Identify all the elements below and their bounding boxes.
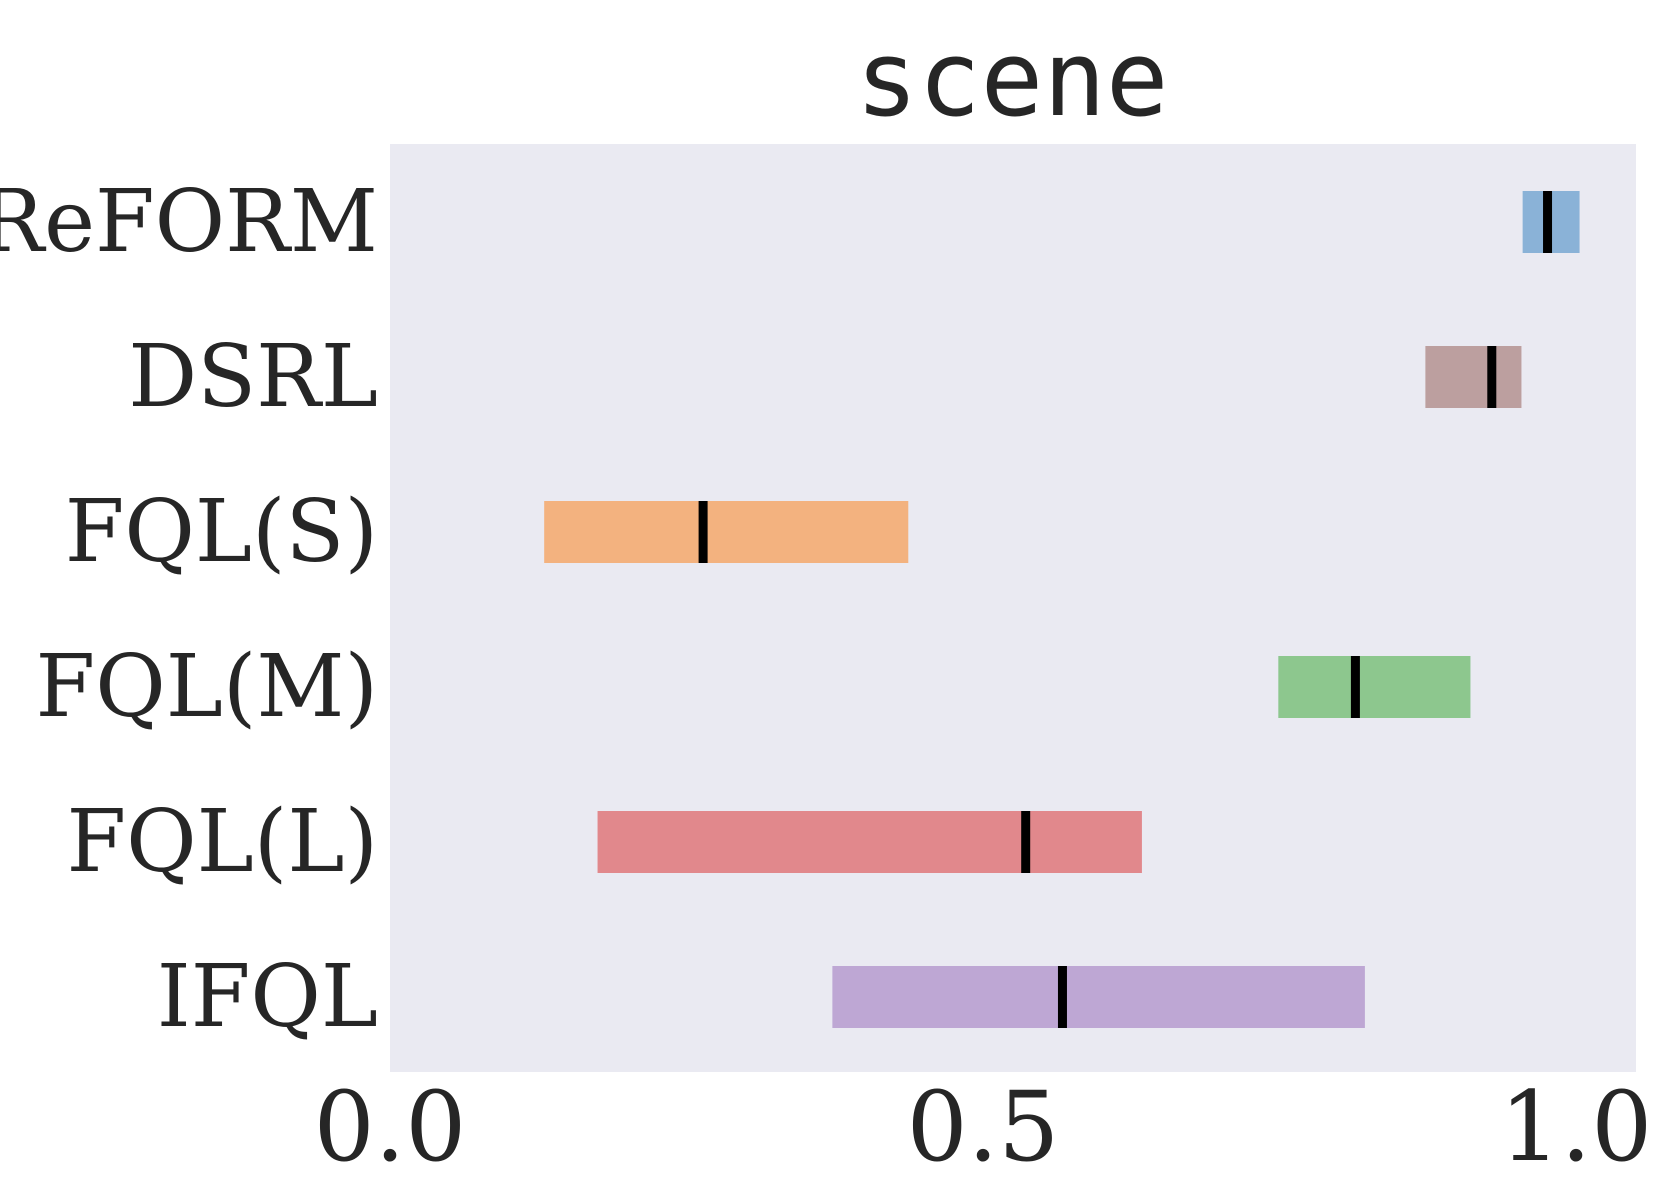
median-marker-dsrl: [1487, 346, 1497, 408]
category-label-fql-s: FQL(S): [65, 482, 378, 582]
median-marker-fql-s: [698, 501, 708, 563]
category-labels: ReFORM DSRL FQL(S) FQL(M) FQL(L) IFQL: [0, 172, 378, 1047]
chart-title: scene: [855, 18, 1168, 140]
median-marker-fql-m: [1350, 656, 1360, 718]
range-bar-fql-m: [1278, 656, 1471, 718]
category-label-fql-m: FQL(M): [36, 637, 378, 737]
x-tick-label: 1.0: [1500, 1071, 1653, 1183]
median-marker-reform: [1543, 191, 1553, 253]
range-bar-fql-l: [597, 811, 1142, 873]
category-label-ifql: IFQL: [157, 947, 378, 1047]
category-label-reform: ReFORM: [0, 172, 378, 272]
plot-area: [390, 144, 1636, 1072]
median-marker-ifql: [1057, 966, 1067, 1028]
x-axis-tick-labels: 0.0 0.5 1.0: [314, 1071, 1653, 1183]
x-tick-label: 0.5: [907, 1071, 1060, 1183]
category-label-fql-l: FQL(L): [67, 792, 379, 892]
range-bar-dsrl: [1425, 346, 1522, 408]
x-tick-label: 0.0: [314, 1071, 467, 1183]
category-label-dsrl: DSRL: [128, 327, 378, 427]
range-bar-ifql: [832, 966, 1365, 1028]
bars-layer: [544, 191, 1580, 1028]
range-bar-fql-s: [544, 501, 909, 563]
median-marker-fql-l: [1021, 811, 1031, 873]
